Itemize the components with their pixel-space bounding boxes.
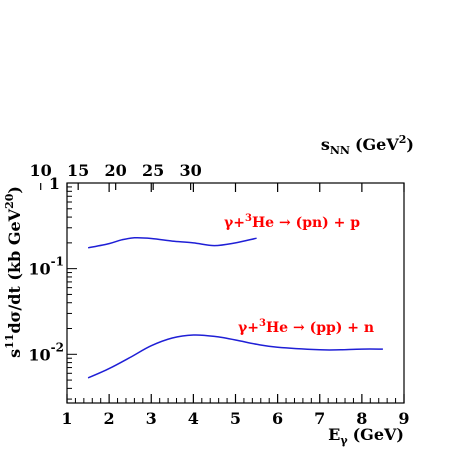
x-tick-label: 7 (314, 409, 325, 428)
series-label-pn: γ+3He → (pn) + p (224, 213, 360, 231)
y-tick-label: 10-1 (28, 255, 64, 279)
series-line-pp (87, 334, 383, 379)
series-line-pn (87, 236, 257, 249)
series-lines (87, 236, 383, 379)
x-axis-title: Eγ (GeV) (328, 425, 404, 447)
x-tick-label: 2 (104, 409, 115, 428)
top-tick-label: 15 (67, 161, 89, 180)
top-tick-label: 10 (30, 161, 52, 180)
top-tick-label: 20 (105, 161, 127, 180)
x-tick-label: 9 (398, 409, 409, 428)
x-tick-label: 5 (230, 409, 241, 428)
top-tick-label: 30 (180, 161, 202, 180)
series-label-pp: γ+3He → (pp) + n (238, 318, 374, 336)
y-axis-ticks: 1 10-1 10-2 (28, 174, 77, 400)
x-tick-label: 1 (61, 409, 72, 428)
x-tick-label: 6 (272, 409, 283, 428)
top-tick-label: 25 (142, 161, 164, 180)
top-axis-title: sNN (GeV2) (321, 133, 414, 157)
top-axis-ticks: 10 15 20 25 30 (30, 161, 202, 190)
x-axis-ticks: 1 2 3 4 5 6 7 8 9 (61, 183, 410, 428)
x-tick-label: 8 (356, 409, 367, 428)
x-tick-label: 3 (146, 409, 157, 428)
y-tick-label: 10-2 (28, 340, 64, 364)
y-tick-label: 1 (49, 174, 60, 193)
x-tick-label: 4 (188, 409, 199, 428)
y-axis-title: s11dσ/dt (kb GeV20) (3, 186, 24, 358)
